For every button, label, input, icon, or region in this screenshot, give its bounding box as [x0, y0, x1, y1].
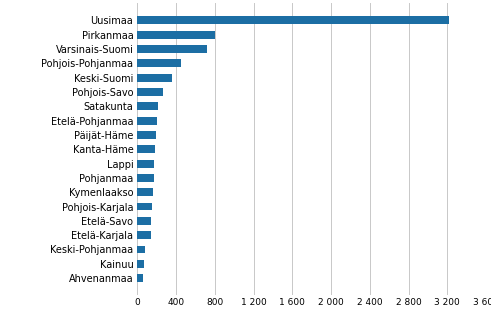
Bar: [137, 16, 449, 24]
Bar: [137, 74, 172, 82]
Bar: [137, 231, 151, 239]
Bar: [137, 102, 158, 110]
Bar: [137, 274, 143, 282]
Bar: [137, 31, 215, 39]
Bar: [137, 174, 154, 182]
Bar: [137, 217, 151, 225]
Bar: [137, 117, 157, 125]
Bar: [137, 45, 207, 53]
Bar: [137, 160, 154, 168]
Bar: [137, 131, 156, 139]
Bar: [137, 145, 155, 153]
Bar: [137, 246, 145, 253]
Bar: [137, 88, 164, 96]
Bar: [137, 203, 152, 211]
Bar: [137, 188, 153, 196]
Bar: [137, 260, 144, 268]
Bar: [137, 59, 181, 67]
